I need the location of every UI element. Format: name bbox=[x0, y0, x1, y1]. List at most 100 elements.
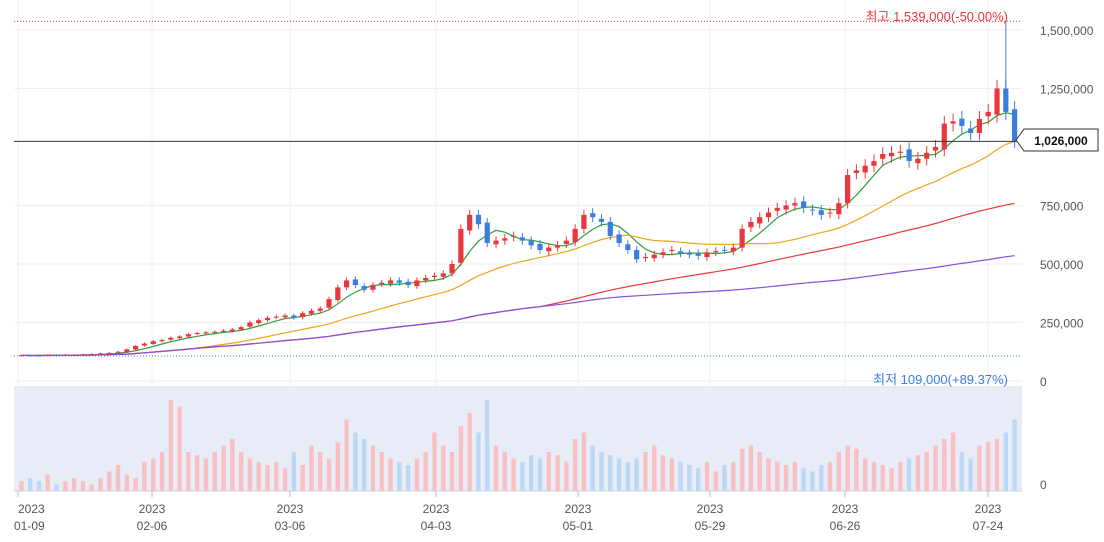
candle-body bbox=[642, 256, 649, 259]
volume-bar bbox=[511, 458, 516, 491]
y-tick-label: 500,000 bbox=[1040, 258, 1084, 272]
volume-bar bbox=[238, 452, 244, 491]
candle-body bbox=[124, 349, 130, 353]
candle-body bbox=[177, 336, 183, 339]
candle-body bbox=[97, 353, 104, 355]
volume-bar bbox=[493, 445, 499, 491]
volume-bar bbox=[71, 478, 77, 491]
ma-line-ma120 bbox=[21, 255, 1015, 357]
candle-body bbox=[704, 252, 710, 258]
x-tick-year: 2023 bbox=[277, 502, 304, 516]
candle-body bbox=[387, 280, 394, 284]
candle-body bbox=[616, 234, 622, 243]
volume-bar bbox=[950, 432, 956, 491]
volume-bar bbox=[414, 458, 420, 491]
volume-bar bbox=[300, 465, 305, 491]
candle-body bbox=[141, 343, 148, 346]
current-price-label: 1,026,000 bbox=[1034, 134, 1088, 148]
candle-body bbox=[414, 280, 420, 287]
x-tick-year: 2023 bbox=[832, 502, 859, 516]
y-tick-label: 750,000 bbox=[1040, 200, 1084, 214]
volume-bar bbox=[572, 439, 578, 491]
high-annotation: 최고 1,539,000(-50.00%) bbox=[866, 9, 1008, 24]
x-tick-day: 07-24 bbox=[973, 519, 1004, 533]
current-price-tag-shape bbox=[1015, 128, 1099, 152]
candle-body bbox=[423, 278, 429, 281]
x-tick-day: 01-09 bbox=[14, 519, 45, 533]
candle-body bbox=[519, 237, 525, 241]
candle-body bbox=[264, 317, 271, 321]
candle-body bbox=[335, 287, 341, 300]
candle-body bbox=[968, 128, 974, 133]
candle-body bbox=[880, 154, 886, 159]
volume-bar bbox=[194, 455, 200, 491]
volume-bar bbox=[177, 406, 182, 491]
candle-body bbox=[229, 329, 235, 332]
volume-bar bbox=[361, 439, 367, 491]
volume-bar bbox=[423, 452, 428, 491]
candle-body bbox=[976, 118, 983, 133]
volume-bar bbox=[959, 452, 965, 491]
volume-bar bbox=[634, 458, 639, 491]
candle-body bbox=[757, 217, 763, 224]
volume-bar bbox=[27, 478, 33, 491]
volume-bar bbox=[274, 461, 279, 491]
candle-body bbox=[475, 214, 482, 225]
candles bbox=[18, 20, 1018, 357]
candle-body bbox=[344, 280, 350, 288]
low-annotation: 최저 109,000(+89.37%) bbox=[873, 372, 1008, 387]
candle-body bbox=[458, 228, 464, 263]
candle-body bbox=[836, 203, 842, 215]
volume-bar bbox=[256, 461, 261, 491]
candle-body bbox=[739, 228, 745, 248]
candle-body bbox=[282, 315, 288, 318]
volume-axis-zero: 0 bbox=[1040, 478, 1047, 492]
candle-body bbox=[932, 147, 939, 151]
candle-body bbox=[405, 281, 411, 286]
candle-body bbox=[291, 315, 297, 318]
candle-body bbox=[713, 251, 719, 253]
x-axis: 2023 01-09 2023 02-06 2023 03-06 2023 04-03 2023… bbox=[14, 491, 1004, 533]
candle-body bbox=[89, 354, 95, 356]
volume-bar bbox=[555, 455, 560, 491]
volume-bar bbox=[107, 471, 112, 491]
y-tick-label: 0 bbox=[1040, 375, 1047, 389]
volume-bar bbox=[212, 452, 217, 491]
candle-body bbox=[317, 308, 323, 311]
candle-body bbox=[721, 249, 728, 251]
candle-body bbox=[625, 244, 631, 250]
x-tick-year: 2023 bbox=[18, 502, 45, 516]
candle-body bbox=[185, 334, 191, 337]
volume-bar bbox=[1012, 419, 1017, 491]
volume-bar bbox=[994, 439, 1000, 491]
candle-body bbox=[678, 251, 684, 254]
volume-bar bbox=[739, 448, 745, 491]
volume-bar bbox=[528, 455, 534, 491]
volume-bar bbox=[449, 452, 455, 491]
candle-body bbox=[809, 209, 816, 211]
volume-bar bbox=[405, 465, 411, 491]
candle-body bbox=[959, 118, 965, 126]
volume-bar bbox=[889, 468, 894, 491]
volume-bar bbox=[942, 439, 947, 491]
volume-bar bbox=[713, 471, 718, 491]
volume-bar bbox=[115, 465, 121, 491]
volume-bar bbox=[370, 445, 376, 491]
candle-body bbox=[431, 275, 438, 278]
candle-body bbox=[256, 320, 262, 324]
current-price-tag[interactable]: 1,026,000 bbox=[1015, 128, 1099, 152]
volume-bar bbox=[625, 461, 631, 491]
volume-bar bbox=[203, 458, 209, 491]
volume-bar bbox=[748, 445, 754, 491]
volume-bar bbox=[906, 458, 912, 491]
candle-body bbox=[862, 165, 868, 173]
candle-body bbox=[308, 310, 315, 314]
volume-bar bbox=[977, 445, 982, 491]
candle-body bbox=[801, 201, 807, 208]
candle-body bbox=[660, 252, 666, 255]
candle-body bbox=[273, 316, 279, 318]
candle-body bbox=[1012, 109, 1018, 141]
volume-bar bbox=[819, 465, 824, 491]
candle-body bbox=[783, 205, 789, 210]
candle-body bbox=[572, 228, 578, 243]
